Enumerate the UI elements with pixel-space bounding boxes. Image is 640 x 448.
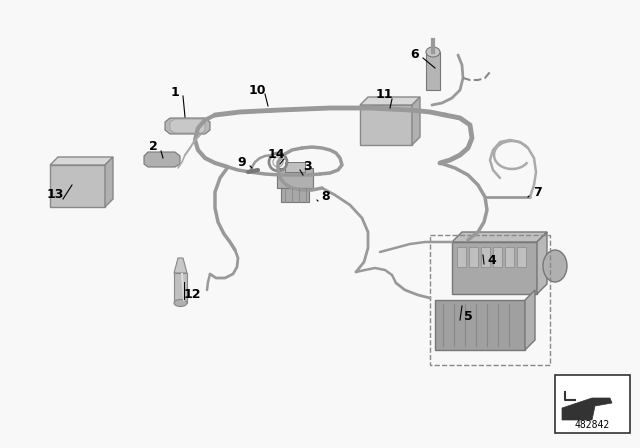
Text: 8: 8 <box>322 190 330 203</box>
Bar <box>360 105 412 145</box>
Polygon shape <box>165 118 210 134</box>
Text: 1: 1 <box>171 86 179 99</box>
Bar <box>281 188 309 202</box>
Bar <box>426 52 440 90</box>
Polygon shape <box>144 152 180 167</box>
Text: 9: 9 <box>237 155 246 168</box>
Text: 6: 6 <box>411 47 419 60</box>
Text: 2: 2 <box>148 141 157 154</box>
Bar <box>277 168 313 188</box>
Polygon shape <box>562 398 612 420</box>
Polygon shape <box>170 119 205 133</box>
Bar <box>285 162 305 172</box>
Text: 10: 10 <box>248 83 266 96</box>
Polygon shape <box>50 157 113 165</box>
Polygon shape <box>537 232 547 294</box>
Bar <box>435 300 525 350</box>
Polygon shape <box>525 290 535 350</box>
Bar <box>505 247 514 267</box>
Polygon shape <box>105 157 113 207</box>
Polygon shape <box>174 258 187 273</box>
Bar <box>481 247 490 267</box>
Bar <box>457 247 466 267</box>
Bar <box>452 242 537 294</box>
Text: 3: 3 <box>304 159 312 172</box>
Ellipse shape <box>174 300 187 306</box>
Polygon shape <box>452 232 547 242</box>
Text: 7: 7 <box>532 185 541 198</box>
Text: 482842: 482842 <box>574 420 610 430</box>
Bar <box>174 273 187 303</box>
Bar <box>50 165 105 207</box>
Text: 5: 5 <box>463 310 472 323</box>
Text: 12: 12 <box>183 289 201 302</box>
Text: 14: 14 <box>268 148 285 161</box>
Bar <box>469 247 478 267</box>
Text: 11: 11 <box>375 89 393 102</box>
Polygon shape <box>360 97 420 105</box>
Bar <box>517 247 526 267</box>
Text: 13: 13 <box>46 189 64 202</box>
Bar <box>430 235 550 365</box>
Ellipse shape <box>426 47 440 57</box>
Bar <box>493 247 502 267</box>
Bar <box>555 375 630 433</box>
Ellipse shape <box>543 250 567 282</box>
Polygon shape <box>412 97 420 145</box>
Text: 4: 4 <box>488 254 497 267</box>
